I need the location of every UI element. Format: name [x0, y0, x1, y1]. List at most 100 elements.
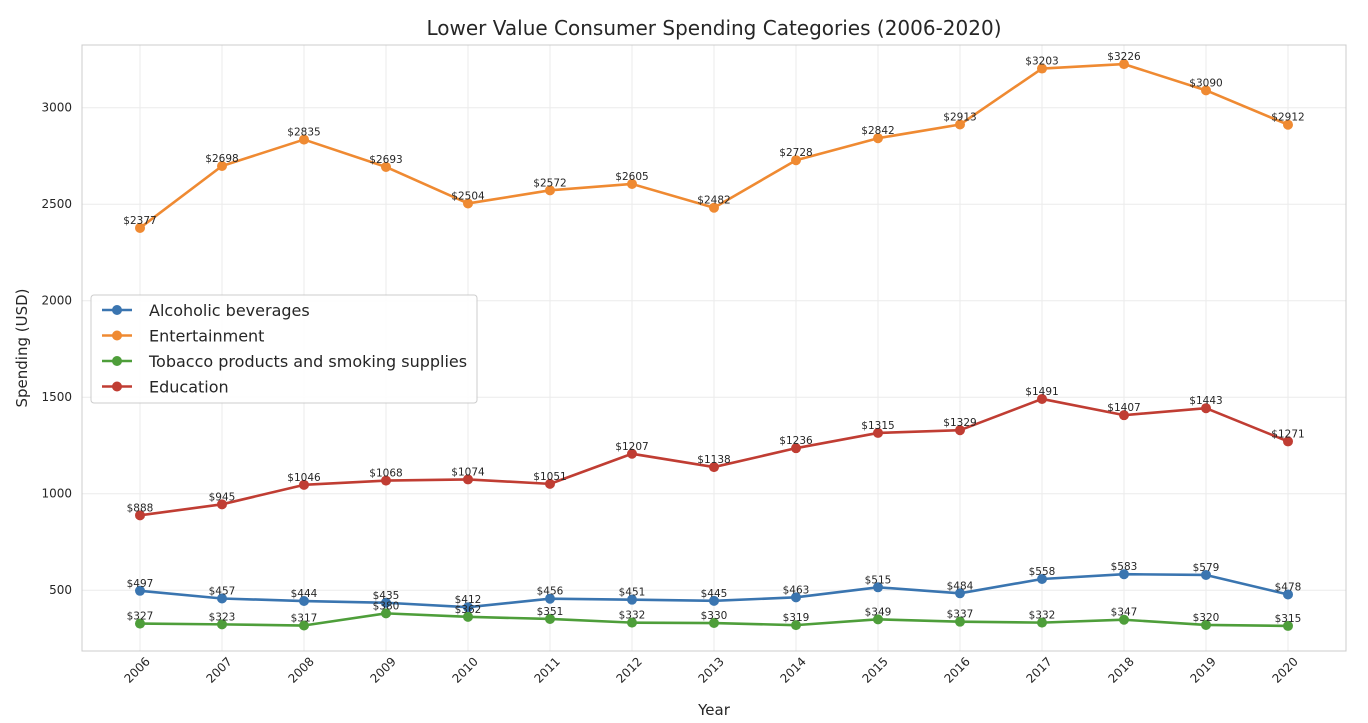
data-point: [791, 155, 801, 166]
data-label: $1329: [943, 417, 976, 429]
data-point: [955, 119, 965, 130]
data-point: [955, 616, 965, 627]
data-label: $583: [1111, 561, 1138, 573]
data-label: $2377: [123, 215, 156, 227]
data-label: $456: [537, 586, 564, 598]
legend-box: [90, 294, 478, 404]
x-axis-label: Year: [697, 701, 731, 718]
data-label: $3226: [1107, 51, 1141, 63]
x-tick-label: 2020: [1269, 654, 1300, 685]
data-label: $337: [947, 609, 974, 621]
data-point: [545, 185, 555, 196]
data-point: [545, 593, 555, 604]
x-tick-label: 2017: [1023, 654, 1054, 685]
data-label: $362: [455, 604, 482, 616]
series-layer: [135, 59, 1293, 631]
data-point: [381, 475, 391, 486]
y-tick-label: 2000: [41, 294, 72, 308]
data-point: [955, 588, 965, 599]
data-point: [1119, 410, 1129, 421]
data-point: [135, 222, 145, 233]
data-label: $2482: [697, 195, 730, 207]
data-point: [873, 582, 883, 593]
data-label: $412: [455, 594, 482, 606]
data-label: $2835: [287, 127, 320, 139]
x-tick-label: 2010: [449, 654, 480, 685]
legend-label: Alcoholic beverages: [149, 301, 310, 320]
x-tick-label: 2012: [613, 654, 644, 685]
data-point: [1201, 569, 1211, 580]
x-tick-label: 2019: [1187, 654, 1218, 685]
data-label: $444: [291, 588, 318, 600]
data-point: [709, 462, 719, 473]
y-tick-label: 2500: [41, 197, 72, 211]
legend-marker: [112, 381, 122, 392]
x-tick-label: 2006: [121, 654, 152, 685]
data-point: [1119, 569, 1129, 580]
data-label: $484: [947, 580, 974, 592]
y-tick-label: 1000: [41, 487, 72, 501]
data-point: [791, 592, 801, 603]
data-point: [217, 593, 227, 604]
data-point: [217, 619, 227, 630]
data-point: [545, 613, 555, 624]
data-label: $1051: [533, 471, 566, 483]
data-point: [463, 198, 473, 209]
data-point: [1037, 63, 1047, 74]
data-label: $558: [1029, 566, 1056, 578]
data-label: $332: [1029, 610, 1056, 622]
data-label: $327: [127, 611, 154, 623]
plot-area: [81, 44, 1347, 652]
label-layer: $497 $457 $444 $435 $412 $456 $451 $445 $463 $515…: [123, 51, 1304, 625]
data-label: $2572: [533, 177, 566, 189]
data-point: [873, 427, 883, 438]
data-label: $457: [209, 586, 236, 598]
data-label: $1407: [1107, 402, 1140, 414]
x-tick-label: 2014: [777, 654, 808, 685]
x-tick-label: 2008: [285, 654, 316, 685]
data-label: $445: [701, 588, 728, 600]
data-point: [1119, 59, 1129, 70]
data-label: $1271: [1271, 428, 1304, 440]
data-point: [1283, 436, 1293, 447]
data-point: [463, 611, 473, 622]
y-tick-label: 1500: [41, 390, 72, 404]
data-label: $351: [537, 606, 564, 618]
data-label: $1491: [1025, 386, 1058, 398]
data-label: $330: [701, 610, 728, 622]
data-point: [381, 597, 391, 608]
legend-marker: [112, 305, 122, 315]
y-axis-label: Spending (USD): [13, 288, 31, 407]
data-point: [381, 608, 391, 619]
data-point: [1201, 619, 1211, 630]
data-label: $1207: [615, 441, 648, 453]
data-label: $3203: [1025, 56, 1058, 68]
data-point: [299, 620, 309, 631]
data-label: $463: [783, 584, 810, 596]
data-label: $1138: [697, 454, 730, 466]
data-label: $478: [1275, 581, 1302, 593]
legend-label: Entertainment: [149, 327, 264, 346]
data-point: [545, 478, 555, 489]
data-label: $319: [783, 612, 810, 624]
data-label: $3090: [1189, 77, 1222, 89]
x-tick-label: 2013: [695, 654, 726, 685]
data-label: $2504: [451, 190, 485, 202]
data-point: [217, 499, 227, 510]
data-label: $315: [1275, 613, 1302, 625]
legend-label: Education: [149, 378, 229, 397]
data-label: $349: [865, 606, 892, 618]
legend: Alcoholic beverages Entertainment Tobacco …: [90, 294, 478, 404]
data-label: $497: [127, 578, 154, 590]
data-point: [955, 425, 965, 436]
data-label: $1068: [369, 468, 402, 480]
x-tick-label: 2009: [367, 654, 398, 685]
data-label: $1443: [1189, 395, 1222, 407]
data-point: [381, 161, 391, 172]
data-point: [1201, 85, 1211, 96]
x-tick-label: 2016: [941, 654, 972, 685]
data-label: $1046: [287, 472, 321, 484]
data-label: $435: [373, 590, 400, 602]
